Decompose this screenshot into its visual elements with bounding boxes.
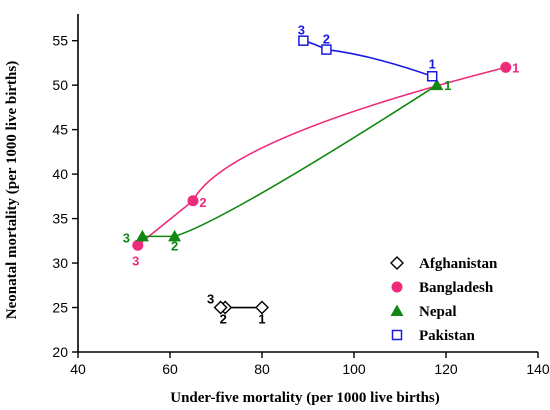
marker-afghanistan [213, 300, 228, 315]
y-tick-label: 40 [52, 166, 68, 182]
y-tick-label: 50 [52, 77, 68, 93]
point-label-bangladesh: 1 [512, 60, 519, 75]
legend-label-nepal: Nepal [419, 304, 457, 320]
x-tick-label: 120 [434, 361, 458, 377]
point-label-pakistan: 3 [298, 23, 305, 38]
x-tick-label: 100 [342, 361, 366, 377]
point-label-pakistan: 1 [429, 56, 436, 71]
marker-nepal [135, 229, 149, 242]
point-label-nepal: 2 [171, 238, 178, 253]
x-axis-title: Under-five mortality (per 1000 live birt… [170, 390, 440, 406]
x-tick-label: 40 [70, 361, 86, 377]
point-label-afghanistan: 3 [207, 292, 214, 307]
marker-bangladesh [132, 239, 144, 251]
marker-pakistan [426, 71, 438, 82]
marker-bangladesh [500, 61, 512, 73]
point-label-afghanistan: 1 [258, 312, 265, 327]
x-tick-label: 60 [162, 361, 178, 377]
plot-area: 40 60 80 100 120 140 20 25 30 35 40 45 50 55 [52, 14, 550, 377]
curve-bangladesh [137, 66, 506, 246]
marker-pakistan [321, 44, 332, 55]
point-label-bangladesh: 2 [199, 195, 206, 210]
marker-nepal [430, 78, 444, 91]
marker-nepal [168, 229, 182, 242]
point-label-afghanistan: 2 [220, 312, 227, 327]
legend-marker-nepal [390, 304, 404, 316]
y-tick-label: 55 [52, 33, 68, 49]
legend: Afghanistan Bangladesh Nepal Pakistan [390, 256, 498, 344]
y-tick-label: 30 [52, 255, 68, 271]
legend-marker-afghanistan [390, 256, 404, 270]
y-axis-title: Neonatal mortality (per 1000 live births… [4, 61, 20, 319]
marker-bangladesh [187, 195, 199, 207]
curve-nepal [142, 84, 438, 238]
point-label-pakistan: 2 [323, 32, 330, 47]
y-tick-label: 20 [52, 344, 68, 360]
y-tick-label: 35 [52, 211, 68, 227]
marker-pakistan [298, 35, 309, 46]
point-label-nepal: 1 [444, 78, 451, 93]
x-tick-label: 140 [526, 361, 550, 377]
legend-label-afghanistan: Afghanistan [419, 256, 498, 272]
legend-marker-pakistan [391, 329, 403, 341]
y-tick-label: 45 [52, 122, 68, 138]
legend-label-bangladesh: Bangladesh [419, 280, 494, 296]
legend-marker-bangladesh [391, 281, 403, 293]
x-tick-label: 80 [254, 361, 270, 377]
point-label-bangladesh: 3 [132, 253, 139, 268]
marker-afghanistan [255, 300, 269, 315]
legend-label-pakistan: Pakistan [419, 328, 476, 344]
point-label-nepal: 3 [123, 230, 130, 245]
y-tick-label: 25 [52, 300, 68, 316]
